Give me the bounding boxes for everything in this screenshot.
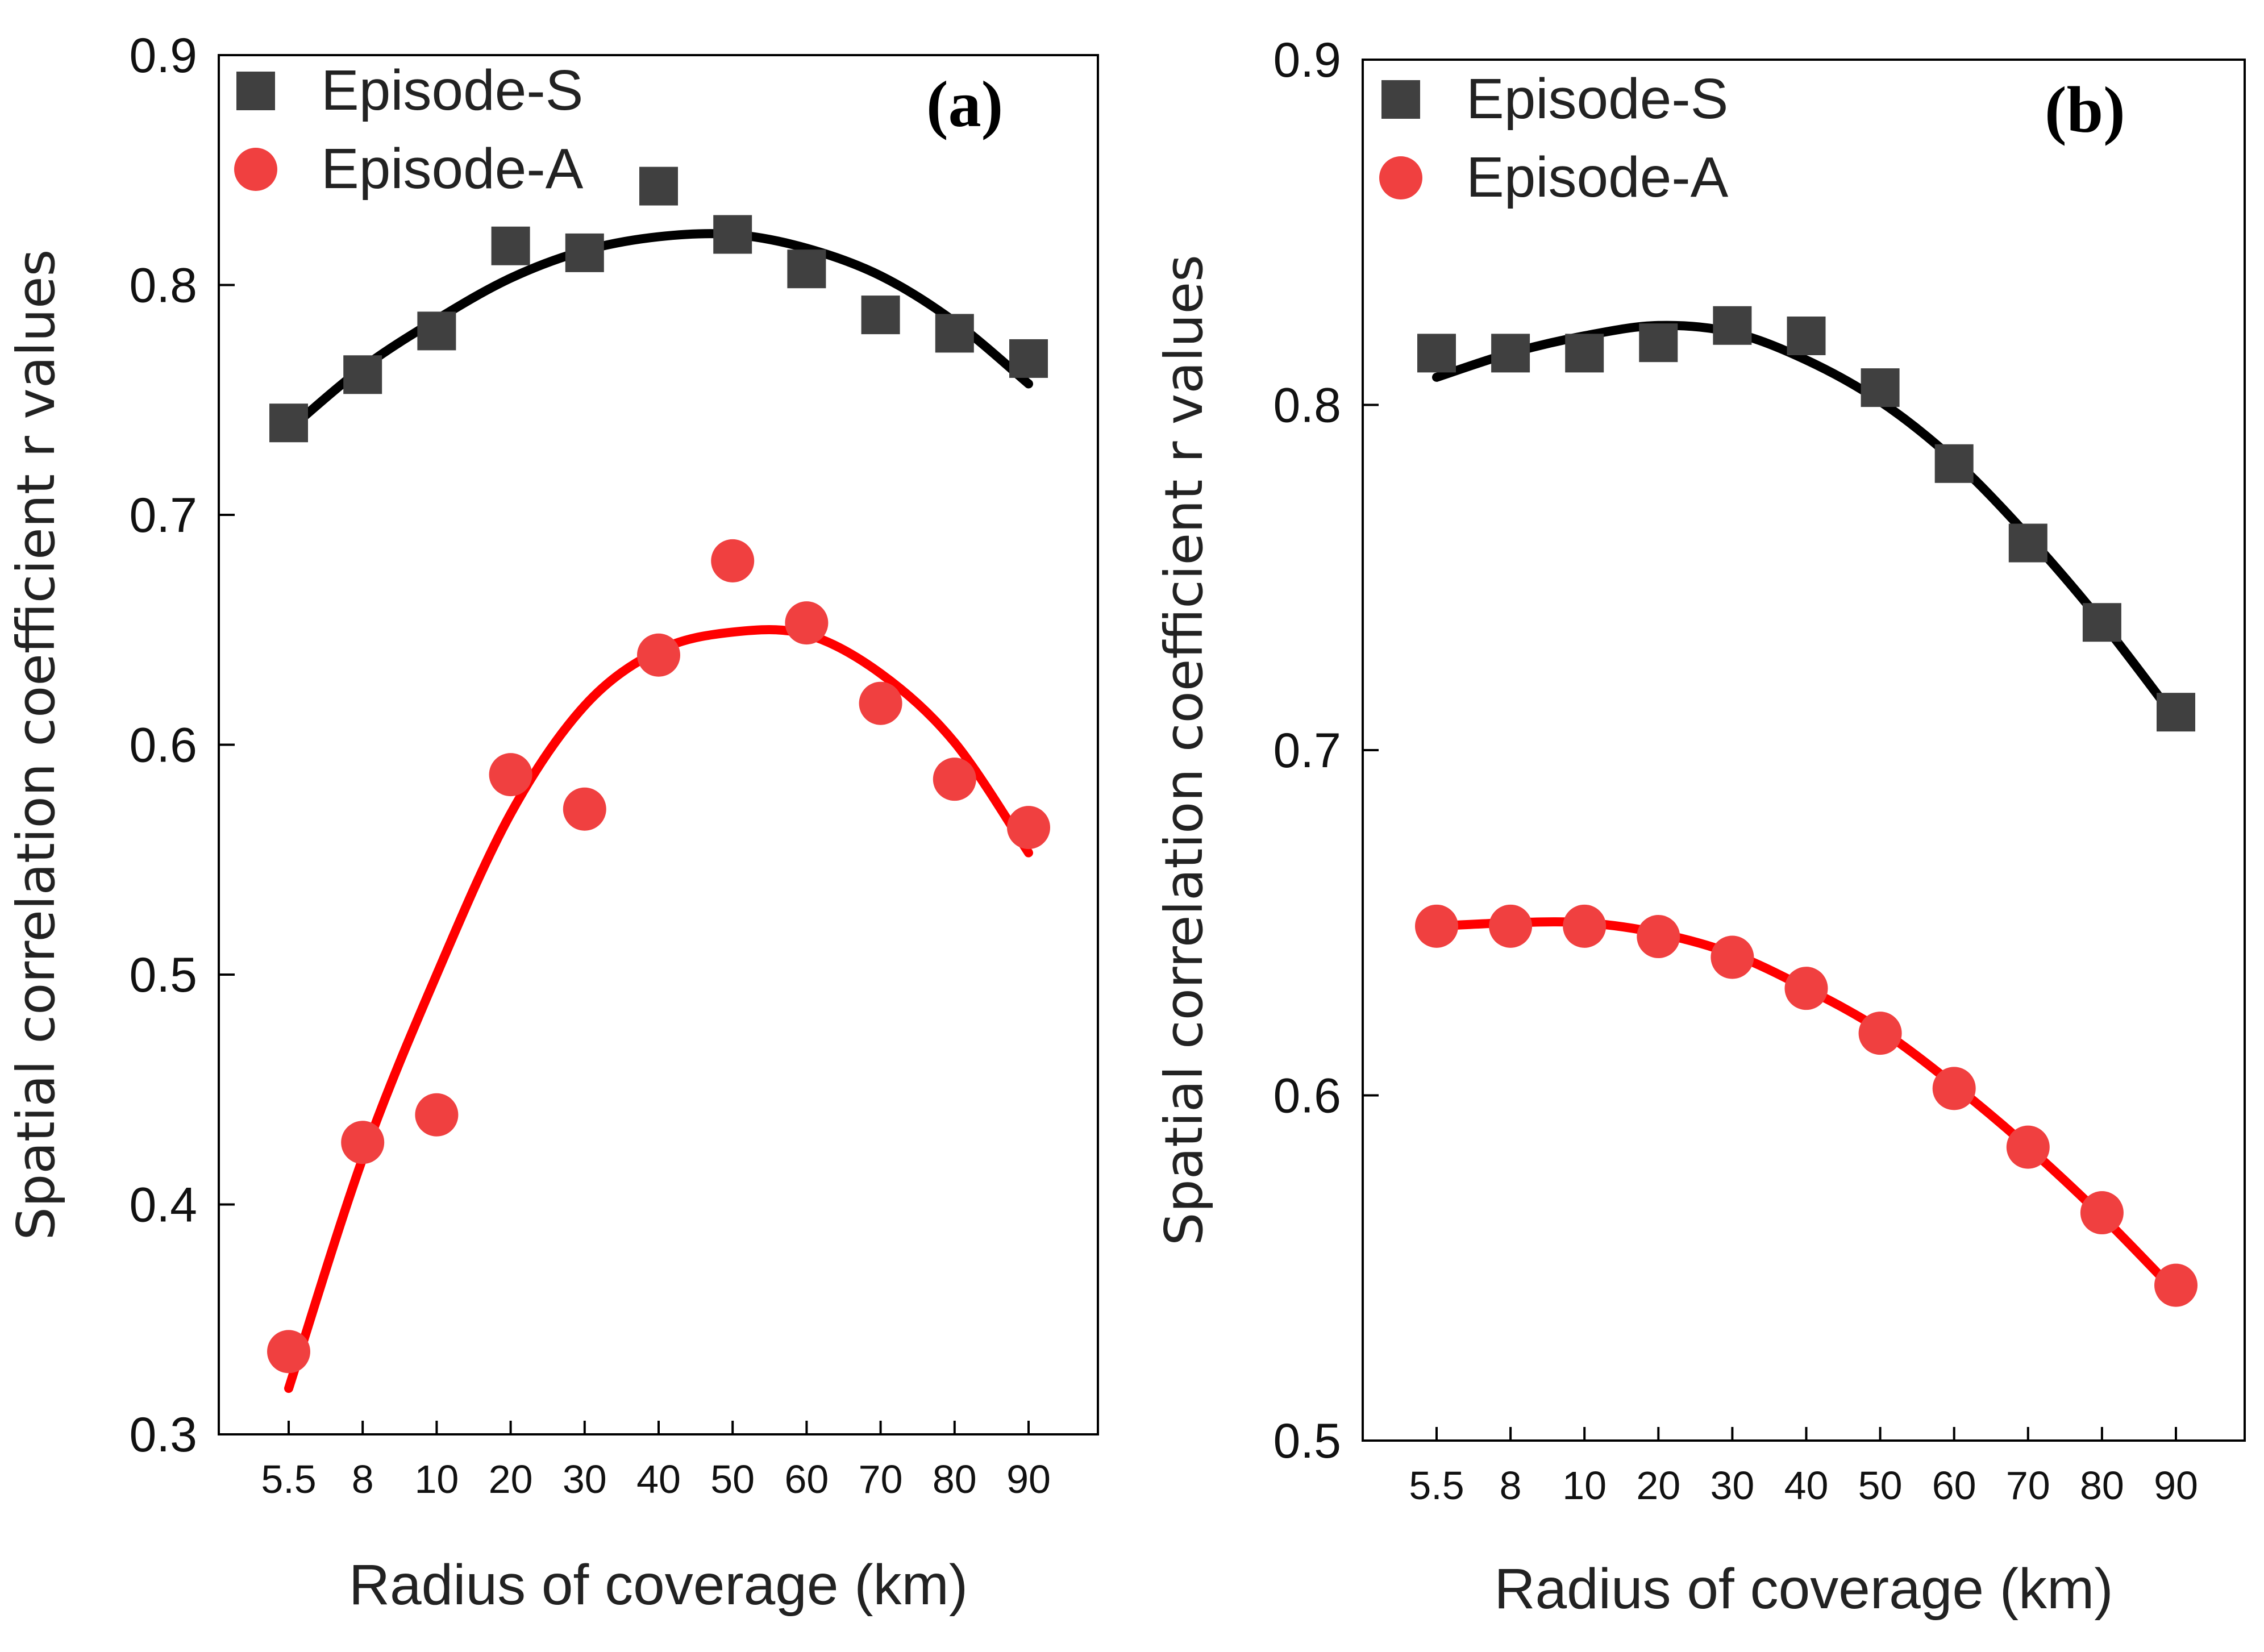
chart-a-xtick-label-9: 80 [933, 1457, 977, 1501]
chart-a-series-1-legend-label: Episode-A [321, 137, 584, 201]
chart-a-ytick-label-2: 0.5 [129, 948, 197, 1002]
chart-a-series-0-fit-line [284, 229, 1033, 435]
chart-a-series-1-point-4 [563, 787, 606, 831]
chart-b-series-0-legend-marker [1381, 80, 1420, 119]
chart-b-series-0-point-0 [1417, 334, 1456, 373]
chart-a-series-1-point-0 [267, 1330, 310, 1374]
chart-a-xtick-label-1: 8 [352, 1457, 374, 1501]
chart-a-ytick-label-6: 0.9 [129, 28, 197, 83]
chart-b-xtick-label-7: 60 [1932, 1463, 1976, 1508]
chart-a-ytick-label-3: 0.6 [129, 718, 197, 773]
chart-a-xtick-label-2: 10 [414, 1457, 459, 1501]
chart-a-series-1-point-1 [341, 1121, 385, 1164]
chart-a-series-1-point-5 [637, 633, 680, 677]
chart-a-series-0-point-7 [787, 249, 826, 289]
chart-b-xtick-label-8: 70 [2006, 1463, 2050, 1508]
chart-b-xtick-label-5: 40 [1784, 1463, 1829, 1508]
chart-b-series-1-point-3 [1637, 915, 1680, 959]
chart-a-ytick-label-0: 0.3 [129, 1408, 197, 1462]
chart-b-series-1-point-4 [1711, 935, 1754, 979]
chart-b-panel-label: (b) [2045, 74, 2125, 147]
chart-b-series-0-point-9 [2082, 603, 2121, 642]
chart-b-xlabel: Radius of coverage (km) [1494, 1557, 2113, 1621]
chart-b-series-1-legend-marker [1379, 156, 1422, 199]
chart-b-ytick-label-3: 0.8 [1273, 378, 1341, 433]
chart-b-series-1-point-6 [1858, 1012, 1902, 1055]
chart-a-xtick-label-8: 70 [859, 1457, 903, 1501]
chart-b-series-1-point-7 [1932, 1067, 1976, 1110]
chart-a-series-0-legend-marker [236, 72, 275, 110]
chart-b-series-0-point-2 [1565, 334, 1604, 373]
chart-b-series-1-point-9 [2080, 1191, 2124, 1235]
chart-b-series-1-legend-label: Episode-A [1466, 145, 1729, 209]
chart-b-xtick-label-0: 5.5 [1409, 1463, 1464, 1508]
chart-a-series-1-point-2 [415, 1093, 459, 1137]
chart-a-series-1-point-3 [489, 753, 532, 797]
chart-a-xtick-label-0: 5.5 [261, 1457, 316, 1501]
chart-a-panel-label: (a) [926, 68, 1003, 141]
chart-a-xtick-label-10: 90 [1006, 1457, 1051, 1501]
chart-b-ytick-label-4: 0.9 [1273, 33, 1341, 88]
chart-b-xtick-label-6: 50 [1858, 1463, 1903, 1508]
chart-a-series-0-point-3 [491, 226, 530, 265]
chart-b-series-0-point-1 [1491, 334, 1530, 373]
chart-b-series-1-point-10 [2154, 1263, 2198, 1307]
chart-a-xtick-label-4: 30 [563, 1457, 607, 1501]
chart-a-series-1-point-9 [933, 758, 976, 801]
chart-b-series-0-point-6 [1861, 368, 1900, 407]
chart-b-xtick-label-3: 20 [1636, 1463, 1680, 1508]
chart-a-series-0-point-8 [861, 296, 900, 335]
chart-b-ytick-label-2: 0.7 [1273, 723, 1341, 778]
chart-b-series-1-point-1 [1489, 904, 1533, 948]
chart-b-series-0-point-10 [2157, 693, 2195, 732]
chart-b-series-0-point-7 [1934, 444, 1974, 483]
chart-b-series-1-point-8 [2006, 1125, 2050, 1169]
chart-a-xtick-label-7: 60 [784, 1457, 829, 1501]
chart-a-ytick-label-4: 0.7 [129, 488, 197, 543]
chart-b-xtick-label-1: 8 [1500, 1463, 1522, 1508]
chart-a-series-1-point-10 [1007, 806, 1050, 850]
chart-a-series-0-point-2 [417, 311, 456, 351]
chart-a-series-1-legend-marker [234, 148, 277, 191]
chart-a-series-0-legend-label: Episode-S [321, 59, 583, 122]
chart-a-series-0-point-5 [639, 167, 678, 206]
chart-b-series-0-point-5 [1787, 317, 1826, 355]
chart-b-xtick-label-4: 30 [1710, 1463, 1754, 1508]
chart-b-series-0-point-3 [1639, 323, 1678, 363]
chart-a-series-0-point-1 [343, 355, 382, 394]
chart-a-ytick-label-1: 0.4 [129, 1178, 197, 1233]
chart-a-series-1-point-8 [859, 681, 902, 725]
chart-a-series-0-point-9 [935, 314, 974, 353]
chart-a-series-0-point-6 [713, 215, 752, 254]
chart-a-series-1-point-7 [785, 601, 829, 645]
chart-b-xtick-label-2: 10 [1562, 1463, 1607, 1508]
chart-a-xtick-label-5: 40 [636, 1457, 681, 1501]
chart-a-series-0-point-0 [269, 403, 308, 443]
chart-b-ytick-label-1: 0.6 [1273, 1069, 1341, 1123]
chart-b-ylabel: Spatial correlation coefficient r values [1154, 255, 1214, 1246]
chart-a-xtick-label-3: 20 [489, 1457, 533, 1501]
chart-b-series-1-point-2 [1563, 904, 1607, 948]
chart-b-ytick-label-0: 0.5 [1273, 1414, 1341, 1468]
chart-b-series-0-point-8 [2008, 523, 2047, 563]
chart-a-ylabel: Spatial correlation coefficient r values [6, 249, 66, 1241]
chart-a-xtick-label-6: 50 [710, 1457, 755, 1501]
chart-b-series-0-legend-label: Episode-S [1466, 67, 1728, 131]
chart-b-series-0-point-4 [1713, 306, 1752, 345]
chart-b-series-1-point-0 [1415, 904, 1458, 948]
chart-b-xtick-label-10: 90 [2154, 1463, 2198, 1508]
chart-b-series-0-fit-line [1432, 321, 2180, 724]
chart-a-series-1-fit-line [284, 625, 1033, 1393]
chart-b-plot-frame [1362, 59, 2246, 1442]
chart-b-series-1-point-5 [1784, 967, 1828, 1010]
chart-b-xtick-label-9: 80 [2080, 1463, 2124, 1508]
chart-a-xlabel: Radius of coverage (km) [349, 1553, 968, 1617]
chart-a-series-0-point-10 [1009, 339, 1048, 378]
chart-a-ytick-label-5: 0.8 [129, 259, 197, 313]
chart-a-series-0-point-4 [565, 233, 604, 272]
chart-a-series-1-point-6 [711, 539, 755, 582]
